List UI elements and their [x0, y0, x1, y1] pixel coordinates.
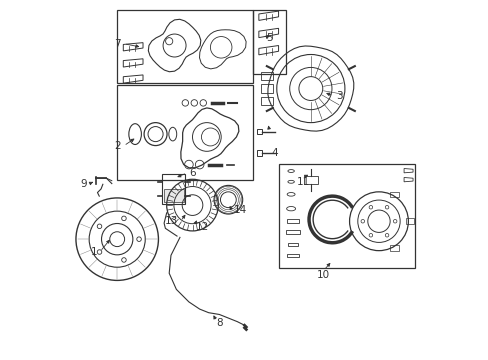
Text: 12: 12 [196, 222, 209, 231]
Text: 9: 9 [80, 179, 86, 189]
Text: 2: 2 [114, 141, 121, 151]
Text: 14: 14 [233, 206, 246, 216]
Text: 7: 7 [114, 39, 121, 49]
Text: 10: 10 [316, 270, 329, 280]
Text: 5: 5 [265, 33, 272, 43]
Text: 1: 1 [91, 247, 97, 257]
Polygon shape [163, 189, 183, 202]
Text: 3: 3 [335, 91, 342, 101]
Text: 6: 6 [188, 168, 195, 178]
Text: 11: 11 [296, 177, 310, 187]
Text: 8: 8 [215, 319, 222, 328]
Text: 13: 13 [164, 216, 178, 226]
Text: 4: 4 [271, 148, 278, 158]
